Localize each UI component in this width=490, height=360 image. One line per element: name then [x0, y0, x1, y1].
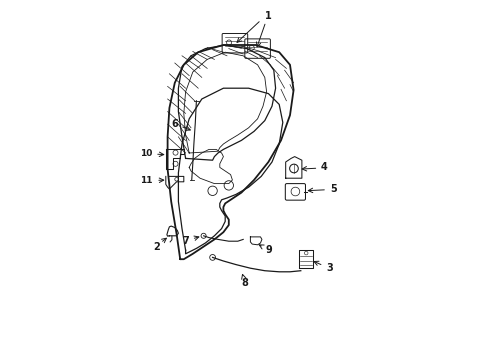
Text: 1: 1: [265, 11, 272, 21]
Text: 5: 5: [330, 184, 337, 194]
Text: 8: 8: [242, 278, 248, 288]
Text: 7: 7: [182, 236, 189, 246]
Text: 11: 11: [140, 176, 152, 185]
Text: 2: 2: [153, 242, 160, 252]
Text: 3: 3: [326, 263, 333, 273]
Text: 10: 10: [140, 149, 152, 158]
Text: 4: 4: [321, 162, 328, 172]
Text: 9: 9: [265, 245, 272, 255]
Text: 6: 6: [172, 119, 178, 129]
